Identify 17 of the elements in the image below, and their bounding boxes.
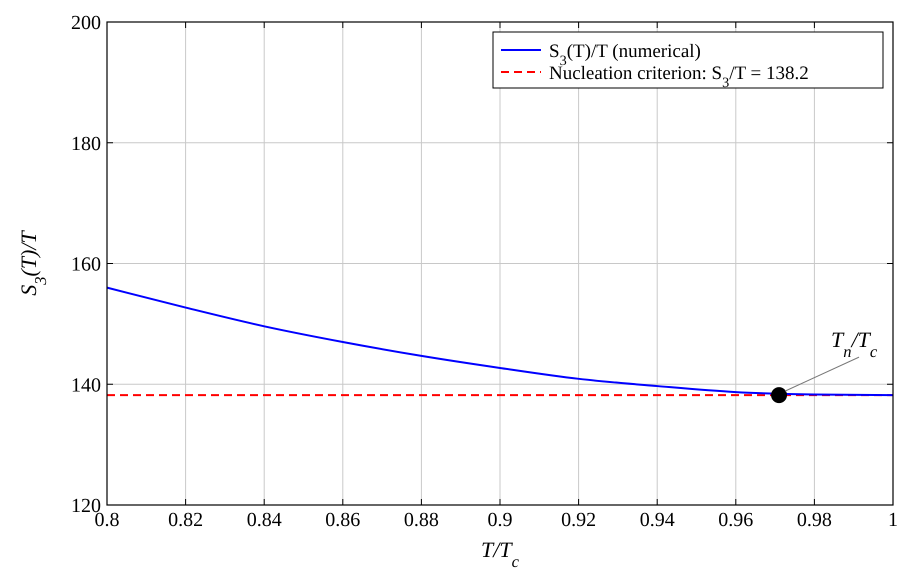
x-tick-label: 0.9 — [488, 509, 512, 531]
y-tick-label: 180 — [71, 132, 101, 155]
y-tick-label: 160 — [71, 254, 101, 276]
y-tick-label: 140 — [71, 374, 101, 396]
x-tick-label: 1 — [888, 509, 898, 531]
annotation: T$_{n}$/T$_{c}$ — [831, 327, 878, 361]
x-tick-label: 0.82 — [168, 509, 204, 531]
x-tick-label: 0.92 — [561, 509, 596, 531]
x-tick-label: 0.88 — [404, 509, 439, 531]
x-tick-label: 0.96 — [718, 509, 754, 531]
x-tick-label: 0.86 — [325, 509, 360, 531]
line-series — [106, 286, 894, 396]
x-tick-label: 0.98 — [796, 509, 832, 531]
x-tick-label: 0.84 — [246, 509, 282, 531]
x-tick-label: 0.94 — [640, 509, 675, 531]
x-axis-title: T/T$_{c}$ — [481, 537, 520, 570]
y-tick-label: 200 — [71, 12, 101, 34]
